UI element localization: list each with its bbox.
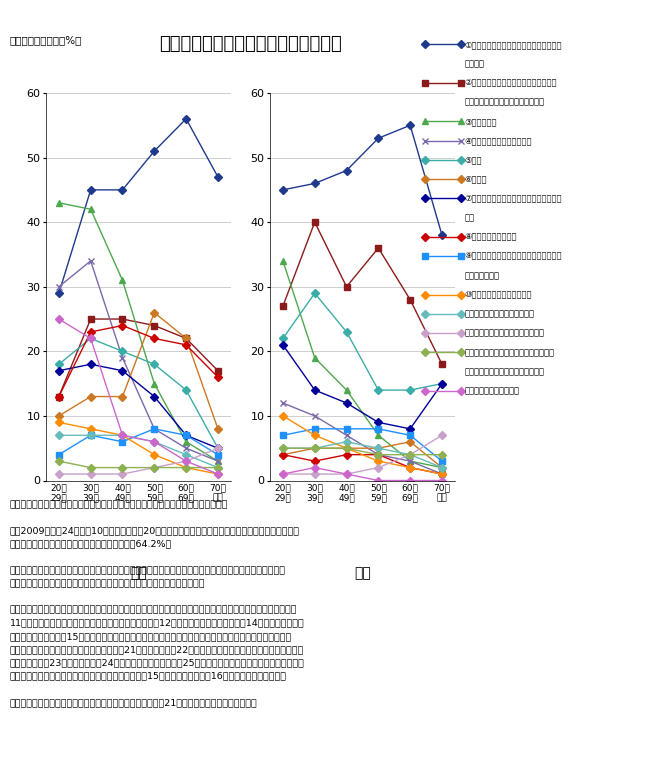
Text: ③ボウリング: ③ボウリング xyxy=(465,117,497,126)
Text: エンテーリング: エンテーリング xyxy=(465,271,500,280)
Text: （注）　１．種目等の名称の前の数字は、全回答者に占める「行った」者が多い順。

２．2009年９月24日から10月４日に、全国20歳以上の者から無作為に抽出した: （注） １．種目等の名称の前の数字は、全回答者に占める「行った」者が多い順。 ２… xyxy=(10,500,304,707)
Text: ⑥ゴルフ: ⑥ゴルフ xyxy=(465,174,487,184)
Text: ⑬ダンス（フォークダンス、ジャズダン: ⑬ダンス（フォークダンス、ジャズダン xyxy=(465,348,555,357)
Text: （各性別・年代での%）: （各性別・年代での%） xyxy=(10,35,82,45)
Text: を含む）: を含む） xyxy=(465,59,484,68)
Text: ス、社交ダンス、民踊踊りを含む）: ス、社交ダンス、民踊踊りを含む） xyxy=(465,367,544,376)
Text: ⑧野球、ソフトボール: ⑧野球、ソフトボール xyxy=(465,232,517,242)
Text: ②体操（ラジオ体操、職場体操、美容体: ②体操（ラジオ体操、職場体操、美容体 xyxy=(465,78,557,88)
Text: ⑤水泳: ⑤水泳 xyxy=(465,156,482,164)
Text: 操、エアロビクス、縄跳びを含む）: 操、エアロビクス、縄跳びを含む） xyxy=(465,98,544,107)
Text: ④ランニング（ジョギング）: ④ランニング（ジョギング） xyxy=(465,136,532,145)
Text: ⑫ゲートボール、グラウンドゴルフ: ⑫ゲートボール、グラウンドゴルフ xyxy=(465,329,544,338)
Text: ①ウォーキング（歩け歩け運動、散歩など: ①ウォーキング（歩け歩け運動、散歩など xyxy=(465,40,562,49)
Text: ⑩キャンプ、オートキャンプ: ⑩キャンプ、オートキャンプ xyxy=(465,290,532,299)
Text: 男性: 男性 xyxy=(130,566,147,580)
Text: 卓球: 卓球 xyxy=(465,213,474,222)
Text: ⑪登山（クライミングを含む）: ⑪登山（クライミングを含む） xyxy=(465,309,534,319)
Text: ⑭サッカー、フットサル: ⑭サッカー、フットサル xyxy=(465,387,519,395)
Text: ⑦テニス、ソフトテニス、バドミントン、: ⑦テニス、ソフトテニス、バドミントン、 xyxy=(465,194,562,203)
Text: １年間に行った運動・スポーツの種目: １年間に行った運動・スポーツの種目 xyxy=(159,35,342,53)
Text: ⑨ハイキング、ワンダーフォーゲル、オリ: ⑨ハイキング、ワンダーフォーゲル、オリ xyxy=(465,252,562,260)
Text: 女性: 女性 xyxy=(354,566,371,580)
